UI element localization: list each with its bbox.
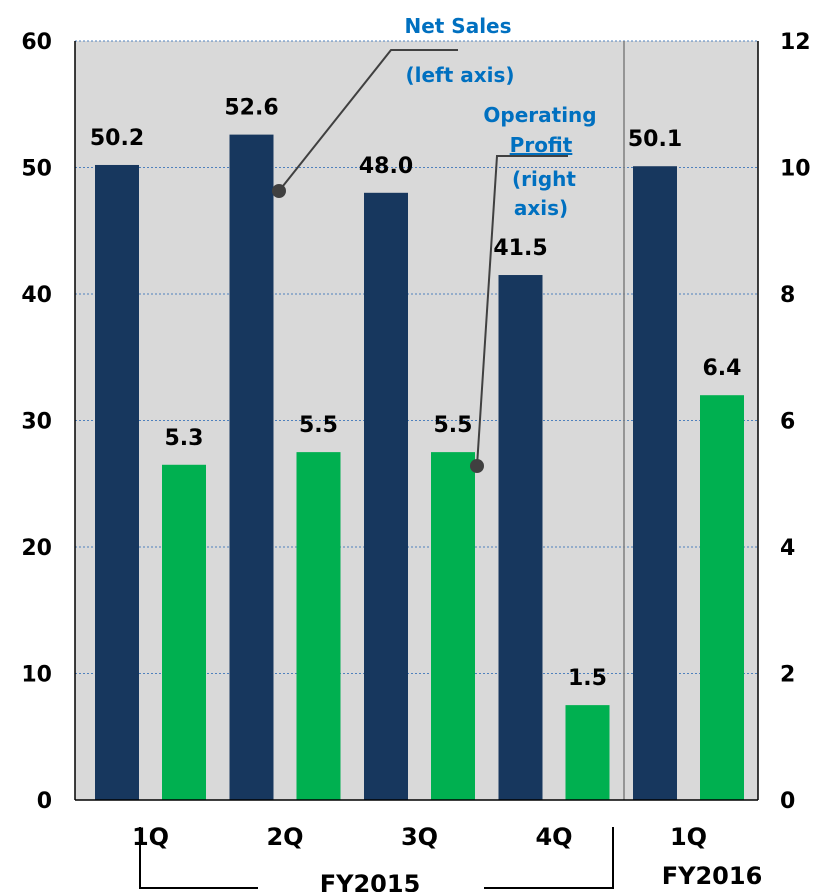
axis-ticks: 0 10 20 30 40 50 60 0 2 4 6 8 10 12 (21, 30, 810, 814)
left-axis-tick-label: 60 (21, 30, 52, 55)
operating-profit-bar (431, 452, 475, 800)
left-axis-tick-label: 0 (37, 789, 52, 814)
fy2015-bracket-left (139, 827, 258, 889)
annotation-net-sales-line2: (left axis) (405, 63, 514, 87)
net-sales-data-label: 48.0 (359, 154, 413, 179)
net-sales-bar (633, 166, 677, 801)
fy2015-bracket-right (484, 827, 614, 889)
category-label: 1Q (132, 823, 169, 851)
group-label-fy2016: FY2016 (662, 862, 763, 890)
operating-profit-bar (565, 705, 610, 800)
right-axis-tick-label: 12 (780, 30, 811, 55)
net-sales-data-label: 50.1 (628, 127, 682, 152)
category-label: 4Q (535, 823, 572, 851)
group-label-fy2015: FY2015 (320, 870, 421, 892)
bars (95, 134, 744, 801)
net-sales-bar (229, 134, 274, 801)
annotation-op-line2: Profit (510, 133, 573, 157)
net-sales-data-label: 52.6 (224, 96, 278, 121)
right-axis-tick-label: 6 (780, 410, 795, 435)
operating-profit-bar (162, 464, 206, 800)
left-axis-tick-label: 50 (21, 157, 52, 182)
net-sales-bar (498, 275, 543, 800)
right-axis-tick-label: 4 (780, 536, 795, 561)
category-labels: 1Q 2Q 3Q 4Q 1Q (132, 823, 707, 851)
annotation-op-line1: Operating (483, 103, 596, 127)
left-axis-tick-label: 30 (21, 410, 52, 435)
right-axis-tick-label: 0 (780, 789, 795, 814)
left-axis-tick-label: 10 (21, 663, 52, 688)
category-label: 2Q (266, 823, 303, 851)
data-labels: 50.2 5.3 52.6 5.5 48.0 5.5 41.5 1.5 50.1 6.4 (90, 96, 742, 692)
left-axis-tick-label: 20 (21, 536, 52, 561)
net-sales-bar (364, 192, 408, 801)
annotation-net-sales-marker (272, 184, 286, 198)
operating-profit-data-label: 1.5 (568, 666, 607, 691)
net-sales-data-label: 41.5 (493, 236, 547, 261)
operating-profit-data-label: 5.5 (434, 413, 473, 438)
left-axis-tick-label: 40 (21, 283, 52, 308)
annotation-net-sales: Net Sales (left axis) (272, 14, 515, 198)
annotation-op-line3: (right (512, 167, 576, 191)
annotation-op-marker (470, 459, 484, 473)
net-sales-bar (95, 164, 139, 801)
annotation-net-sales-leader (278, 49, 458, 192)
operating-profit-data-label: 5.3 (165, 426, 204, 451)
operating-profit-data-label: 6.4 (703, 356, 742, 381)
annotation-op-leader (476, 155, 568, 467)
right-axis-tick-label: 10 (780, 157, 811, 182)
category-label: 1Q (670, 823, 707, 851)
annotation-operating-profit: Operating Profit (right axis) (470, 103, 597, 473)
right-axis-tick-label: 8 (780, 283, 795, 308)
annotation-op-line4: axis) (514, 196, 568, 220)
category-label: 3Q (401, 823, 438, 851)
operating-profit-bar (700, 395, 744, 800)
operating-profit-bar (296, 452, 341, 800)
annotation-net-sales-line1: Net Sales (404, 14, 511, 38)
operating-profit-data-label: 5.5 (299, 413, 338, 438)
net-sales-data-label: 50.2 (90, 126, 144, 151)
right-axis-tick-label: 2 (780, 663, 795, 688)
